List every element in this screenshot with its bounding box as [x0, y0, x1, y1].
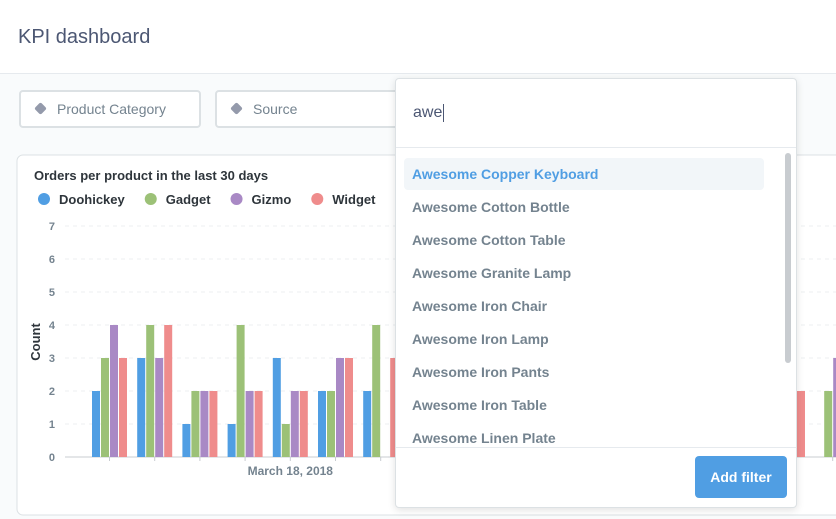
y-axis-title: Count: [28, 323, 43, 361]
option[interactable]: Awesome Cotton Bottle: [404, 191, 764, 223]
bar: [372, 325, 380, 457]
legend-dot: [311, 193, 323, 205]
bar: [291, 391, 299, 457]
search-text: awe: [413, 104, 444, 122]
dropdown: awe Awesome Copper KeyboardAwesome Cotto…: [395, 78, 797, 508]
y-tick-label: 6: [49, 254, 55, 266]
scrollbar[interactable]: [785, 153, 791, 363]
bar: [327, 391, 335, 457]
bar: [363, 391, 371, 457]
bar: [110, 325, 118, 457]
legend-label: Gadget: [166, 192, 211, 207]
option[interactable]: Awesome Iron Chair: [404, 290, 764, 322]
bar: [92, 391, 100, 457]
bar: [824, 391, 832, 457]
bar: [209, 391, 217, 457]
bar: [146, 325, 154, 457]
legend-label: Doohickey: [59, 192, 126, 207]
y-tick-label: 0: [49, 452, 55, 464]
option[interactable]: Awesome Iron Pants: [404, 356, 764, 388]
legend-dot: [38, 193, 50, 205]
y-tick-label: 4: [49, 320, 56, 332]
search-input[interactable]: awe: [396, 79, 796, 148]
bar: [200, 391, 208, 457]
bar: [228, 424, 236, 457]
legend-label: Gizmo: [252, 192, 292, 207]
bar: [101, 358, 109, 457]
bar: [164, 325, 172, 457]
chart-title: Orders per product in the last 30 days: [34, 168, 268, 183]
bar: [282, 424, 290, 457]
legend-label: Widget: [332, 192, 376, 207]
y-tick-label: 2: [49, 386, 55, 398]
y-tick-label: 7: [49, 221, 55, 233]
bar: [797, 391, 805, 457]
option[interactable]: Awesome Iron Lamp: [404, 323, 764, 355]
legend-dot: [231, 193, 243, 205]
bar: [345, 358, 353, 457]
x-tick-label: March 18, 2018: [248, 464, 334, 478]
bar: [336, 358, 344, 457]
bar: [300, 391, 308, 457]
bar: [155, 358, 163, 457]
bar: [255, 391, 263, 457]
y-tick-label: 1: [49, 419, 55, 431]
bar: [191, 391, 199, 457]
y-tick-label: 5: [49, 287, 55, 299]
bar: [246, 391, 254, 457]
bar: [318, 391, 326, 457]
option[interactable]: Awesome Cotton Table: [404, 224, 764, 256]
bar: [119, 358, 127, 457]
bar: [237, 325, 245, 457]
bar: [137, 358, 145, 457]
add-filter-button[interactable]: Add filter: [695, 456, 787, 498]
option[interactable]: Awesome Iron Table: [404, 389, 764, 421]
y-tick-label: 3: [49, 353, 55, 365]
bar: [182, 424, 190, 457]
option[interactable]: Awesome Granite Lamp: [404, 257, 764, 289]
legend-dot: [145, 193, 157, 205]
bar: [273, 358, 281, 457]
option[interactable]: Awesome Copper Keyboard: [404, 158, 764, 190]
